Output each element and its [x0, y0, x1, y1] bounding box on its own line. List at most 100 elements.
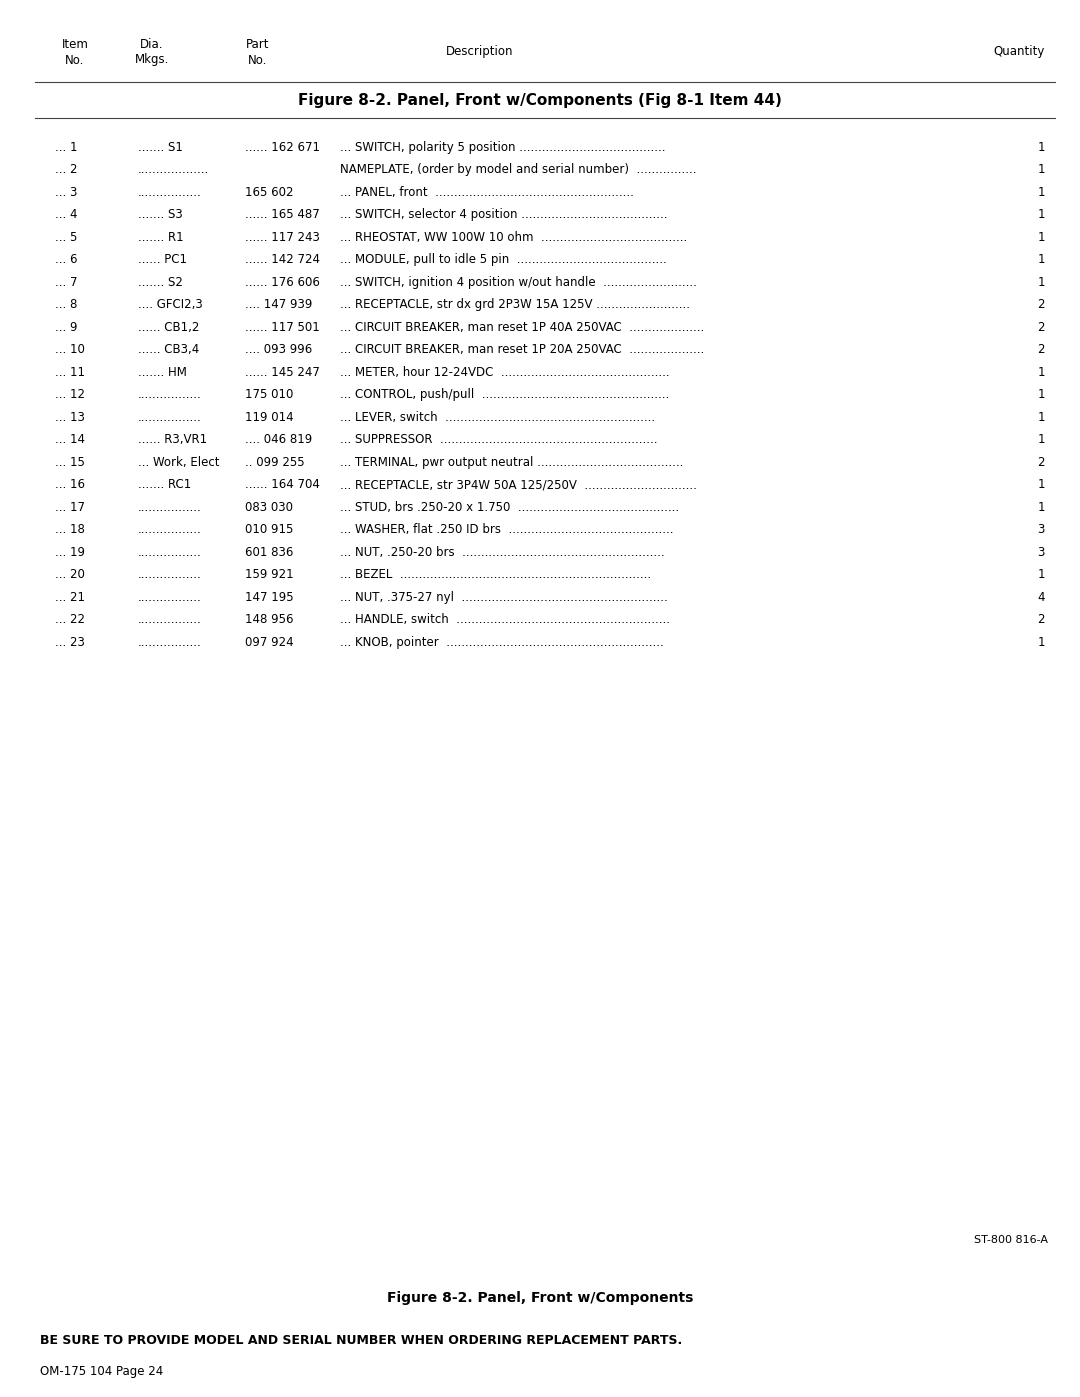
Text: 148 956: 148 956	[245, 613, 294, 626]
Text: ...... CB3,4: ...... CB3,4	[138, 344, 199, 356]
Text: ... CIRCUIT BREAKER, man reset 1P 40A 250VAC  ....................: ... CIRCUIT BREAKER, man reset 1P 40A 25…	[340, 321, 704, 334]
Text: 147 195: 147 195	[245, 591, 294, 604]
Text: ... SUPPRESSOR  ..........................................................: ... SUPPRESSOR .........................…	[340, 433, 658, 446]
Text: ... 22: ... 22	[55, 613, 85, 626]
Text: ... PANEL, front  .....................................................: ... PANEL, front .......................…	[340, 186, 634, 198]
Text: ....... R1: ....... R1	[138, 231, 184, 243]
Text: ... 13: ... 13	[55, 411, 85, 423]
Text: ... 14: ... 14	[55, 433, 85, 446]
Text: ... BEZEL  ...................................................................: ... BEZEL ..............................…	[340, 569, 651, 581]
Text: ...... 176 606: ...... 176 606	[245, 275, 320, 289]
Text: ... NUT, .250-20 brs  ......................................................: ... NUT, .250-20 brs ...................…	[340, 546, 664, 559]
Text: ... HANDLE, switch  .........................................................: ... HANDLE, switch .....................…	[340, 613, 670, 626]
Text: .................: .................	[138, 411, 202, 423]
Text: 119 014: 119 014	[245, 411, 294, 423]
Text: 1: 1	[1038, 411, 1045, 423]
Text: 1: 1	[1038, 275, 1045, 289]
Text: ... NUT, .375-27 nyl  .......................................................: ... NUT, .375-27 nyl ...................…	[340, 591, 667, 604]
Text: ... 8: ... 8	[55, 298, 78, 312]
Text: 1: 1	[1038, 163, 1045, 176]
Text: ... METER, hour 12-24VDC  .............................................: ... METER, hour 12-24VDC ...............…	[340, 366, 670, 379]
Text: ....... S3: ....... S3	[138, 208, 183, 221]
Text: 1: 1	[1038, 388, 1045, 401]
Text: .................: .................	[138, 613, 202, 626]
Text: Item
No.: Item No.	[62, 38, 89, 67]
Text: 010 915: 010 915	[245, 524, 294, 536]
Text: .................: .................	[138, 636, 202, 648]
Text: ... CONTROL, push/pull  ..................................................: ... CONTROL, push/pull .................…	[340, 388, 670, 401]
Text: ... 23: ... 23	[55, 636, 85, 648]
Text: .................: .................	[138, 546, 202, 559]
Text: 1: 1	[1038, 231, 1045, 243]
Text: .... GFCI2,3: .... GFCI2,3	[138, 298, 203, 312]
Text: 165 602: 165 602	[245, 186, 294, 198]
Text: ... RECEPTACLE, str 3P4W 50A 125/250V  ..............................: ... RECEPTACLE, str 3P4W 50A 125/250V ..…	[340, 478, 697, 492]
Text: 1: 1	[1038, 478, 1045, 492]
Text: ...... R3,VR1: ...... R3,VR1	[138, 433, 207, 446]
Text: ... 17: ... 17	[55, 500, 85, 514]
Text: .... 093 996: .... 093 996	[245, 344, 312, 356]
Text: OM-175 104 Page 24: OM-175 104 Page 24	[40, 1365, 163, 1379]
Text: ... RECEPTACLE, str dx grd 2P3W 15A 125V .........................: ... RECEPTACLE, str dx grd 2P3W 15A 125V…	[340, 298, 690, 312]
Text: ... LEVER, switch  ........................................................: ... LEVER, switch ......................…	[340, 411, 656, 423]
Text: .................: .................	[138, 388, 202, 401]
Text: 175 010: 175 010	[245, 388, 294, 401]
Text: ... 7: ... 7	[55, 275, 78, 289]
Text: ... MODULE, pull to idle 5 pin  ........................................: ... MODULE, pull to idle 5 pin .........…	[340, 253, 666, 267]
Text: 2: 2	[1038, 321, 1045, 334]
Text: ...... PC1: ...... PC1	[138, 253, 187, 267]
Text: 1: 1	[1038, 366, 1045, 379]
Text: 2: 2	[1038, 613, 1045, 626]
Text: 4: 4	[1038, 591, 1045, 604]
Text: .... 147 939: .... 147 939	[245, 298, 312, 312]
Text: ...... 165 487: ...... 165 487	[245, 208, 320, 221]
Text: ... SWITCH, ignition 4 position w/out handle  .........................: ... SWITCH, ignition 4 position w/out ha…	[340, 275, 697, 289]
Text: ...... 162 671: ...... 162 671	[245, 141, 320, 154]
Text: ....... S1: ....... S1	[138, 141, 183, 154]
Text: 1: 1	[1038, 141, 1045, 154]
Text: ....... RC1: ....... RC1	[138, 478, 191, 492]
Text: ... 5: ... 5	[55, 231, 78, 243]
Text: BE SURE TO PROVIDE MODEL AND SERIAL NUMBER WHEN ORDERING REPLACEMENT PARTS.: BE SURE TO PROVIDE MODEL AND SERIAL NUMB…	[40, 1334, 683, 1347]
Text: .................: .................	[138, 524, 202, 536]
Text: ...... 145 247: ...... 145 247	[245, 366, 320, 379]
Text: .. 099 255: .. 099 255	[245, 455, 305, 469]
Text: .................: .................	[138, 591, 202, 604]
Text: ... 16: ... 16	[55, 478, 85, 492]
Text: ... 10: ... 10	[55, 344, 85, 356]
Text: Description: Description	[446, 46, 514, 59]
Text: ... WASHER, flat .250 ID brs  ............................................: ... WASHER, flat .250 ID brs ...........…	[340, 524, 674, 536]
Text: ... 20: ... 20	[55, 569, 85, 581]
Text: 1: 1	[1038, 500, 1045, 514]
Text: ... 2: ... 2	[55, 163, 78, 176]
Text: ....... S2: ....... S2	[138, 275, 183, 289]
Text: 1: 1	[1038, 208, 1045, 221]
Text: .... 046 819: .... 046 819	[245, 433, 312, 446]
Text: ... 18: ... 18	[55, 524, 85, 536]
Text: Dia.
Mkgs.: Dia. Mkgs.	[135, 38, 170, 67]
Text: .................: .................	[138, 500, 202, 514]
Text: .................: .................	[138, 569, 202, 581]
Text: ... 9: ... 9	[55, 321, 78, 334]
Text: 1: 1	[1038, 253, 1045, 267]
Text: ...... CB1,2: ...... CB1,2	[138, 321, 200, 334]
Text: ... 19: ... 19	[55, 546, 85, 559]
Text: ... 4: ... 4	[55, 208, 78, 221]
Text: ... RHEOSTAT, WW 100W 10 ohm  .......................................: ... RHEOSTAT, WW 100W 10 ohm ...........…	[340, 231, 687, 243]
Text: ... STUD, brs .250-20 x 1.750  ...........................................: ... STUD, brs .250-20 x 1.750 ..........…	[340, 500, 679, 514]
Text: ... 15: ... 15	[55, 455, 85, 469]
Text: 2: 2	[1038, 455, 1045, 469]
Text: ... 12: ... 12	[55, 388, 85, 401]
Text: ... Work, Elect: ... Work, Elect	[138, 455, 219, 469]
Text: ST-800 816-A: ST-800 816-A	[974, 1235, 1048, 1245]
Text: 3: 3	[1038, 546, 1045, 559]
Text: ... 11: ... 11	[55, 366, 85, 379]
Text: 1: 1	[1038, 636, 1045, 648]
Text: .................: .................	[138, 186, 202, 198]
Text: ....... HM: ....... HM	[138, 366, 187, 379]
Text: Figure 8-2. Panel, Front w/Components: Figure 8-2. Panel, Front w/Components	[387, 1291, 693, 1305]
Text: NAMEPLATE, (order by model and serial number)  ................: NAMEPLATE, (order by model and serial nu…	[340, 163, 697, 176]
Text: ... 3: ... 3	[55, 186, 78, 198]
Text: 601 836: 601 836	[245, 546, 294, 559]
Text: ...... 164 704: ...... 164 704	[245, 478, 320, 492]
